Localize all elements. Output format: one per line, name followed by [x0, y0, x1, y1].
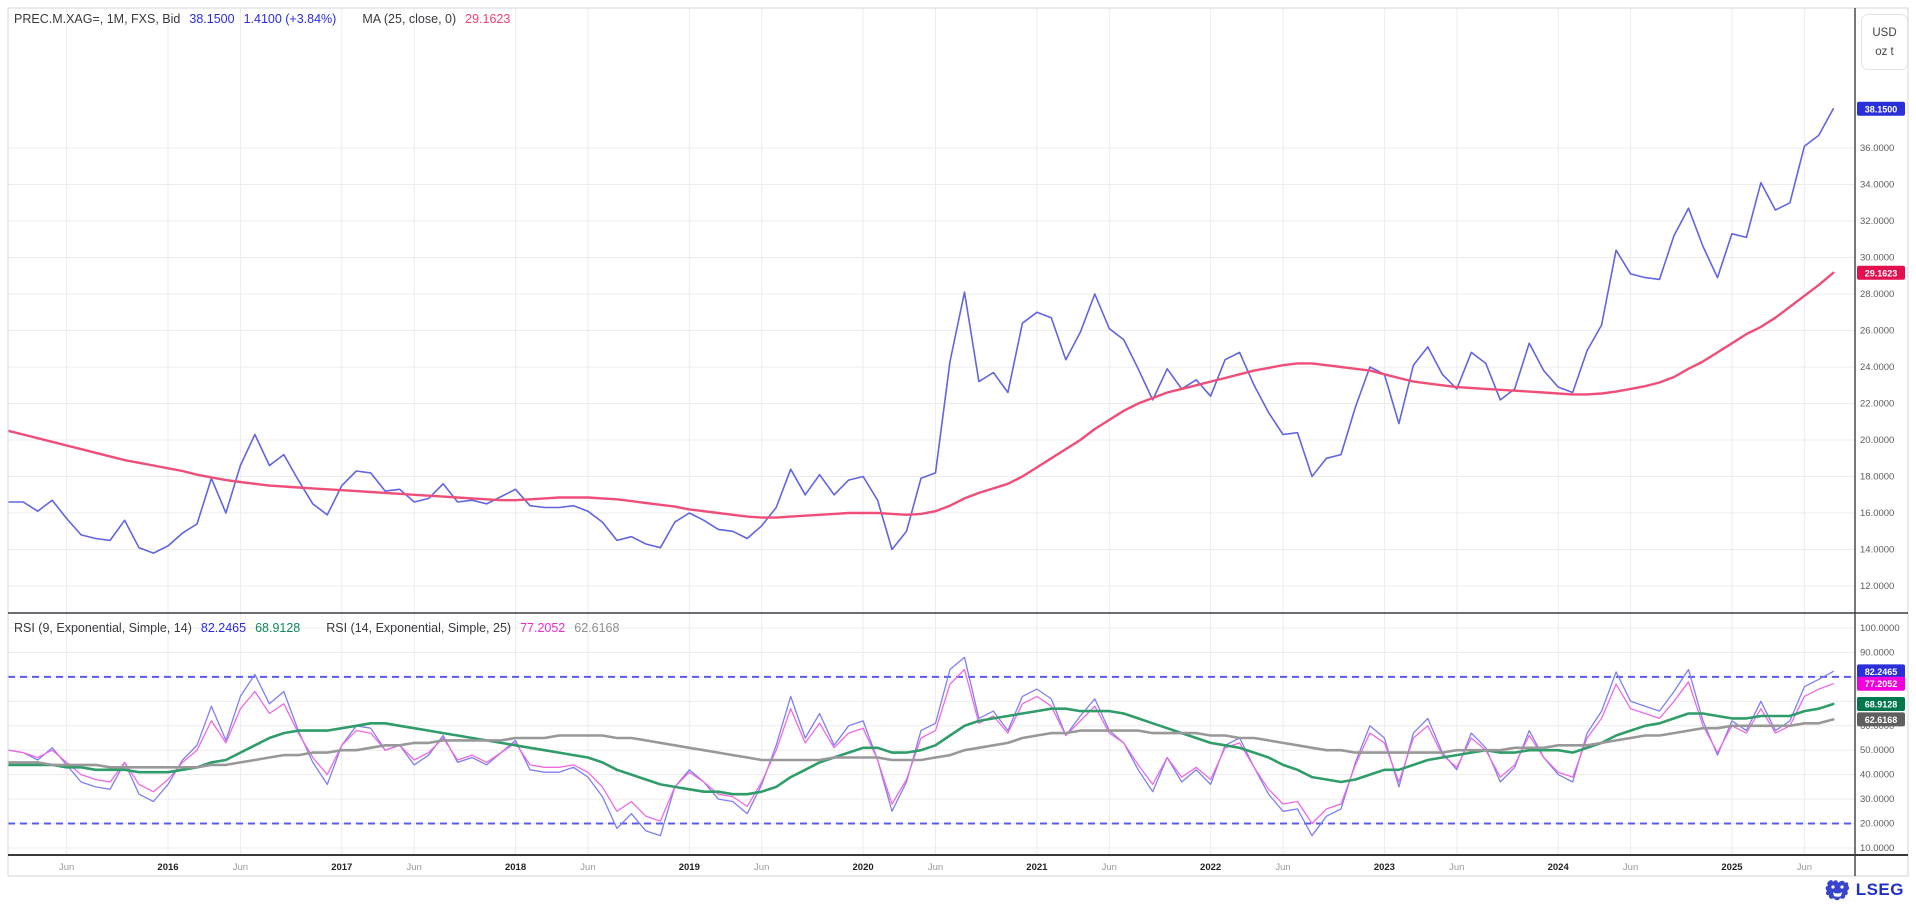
ma-value: 29.1623 — [465, 12, 511, 26]
x-axis-month-label[interactable]: Jun — [1449, 862, 1464, 873]
price-axis-tick: 20.0000 — [1860, 435, 1894, 446]
rsi-axis-tick: 20.0000 — [1860, 819, 1894, 830]
rsi-axis-badge — [1857, 696, 1905, 711]
ma-25-close-0--line — [7, 271, 1835, 519]
price-axis-tick: 34.0000 — [1860, 180, 1894, 191]
rsi-axis-badge — [1857, 712, 1905, 727]
axis-unit-box[interactable]: USD oz t — [1861, 14, 1908, 70]
xag-usd-bid-line — [7, 108, 1835, 554]
lseg-brand-text: LSEG — [1855, 880, 1904, 899]
x-axis-month-label[interactable]: Jun — [580, 862, 595, 873]
x-axis-year-label[interactable]: 2018 — [505, 862, 526, 873]
price-axis-tick: 30.0000 — [1860, 253, 1894, 264]
x-axis-month-label[interactable]: Jun — [407, 862, 422, 873]
price-axis-tick: 18.0000 — [1860, 472, 1894, 483]
instrument-label[interactable]: PREC.M.XAG=, 1M, FXS, Bid — [14, 12, 181, 26]
simple-ma-14-of-rsi-9--line — [7, 702, 1835, 796]
x-axis-month-label[interactable]: Jun — [1102, 862, 1117, 873]
rsi9-indicator-label[interactable]: RSI (9, Exponential, Simple, 14) — [14, 621, 192, 635]
rsi-9-exponential--line — [8, 656, 1834, 837]
axis-badge-value: 29.1623 — [1865, 268, 1898, 278]
price-axis-tick: 12.0000 — [1860, 581, 1894, 592]
x-axis-month-label[interactable]: Jun — [928, 862, 943, 873]
rsi-axis-badge — [1857, 664, 1905, 679]
rsi-axis-tick: 100.0000 — [1860, 623, 1900, 634]
rsi-14-exponential--line — [8, 668, 1834, 825]
rsi-axis-tick: 50.0000 — [1860, 745, 1894, 756]
x-axis-month-label[interactable]: Jun — [233, 862, 248, 873]
x-axis-year-label[interactable]: 2021 — [1026, 862, 1048, 873]
price-axis-tick: 26.0000 — [1860, 326, 1894, 337]
price-axis-tick: 28.0000 — [1860, 289, 1894, 300]
price-axis-tick: 36.0000 — [1860, 143, 1894, 154]
x-axis-month-label[interactable]: Jun — [1275, 862, 1290, 873]
rsi9-value: 82.2465 — [200, 621, 247, 635]
price-axis-tick: 16.0000 — [1860, 508, 1894, 519]
axis-badge-value: 68.9128 — [1865, 699, 1898, 709]
x-axis-month-label[interactable]: Jun — [754, 862, 769, 873]
x-axis-year-label[interactable]: 2017 — [331, 862, 352, 873]
x-axis-year-label[interactable]: 2016 — [157, 862, 178, 873]
rsi-axis-tick: 40.0000 — [1860, 770, 1894, 781]
rsi14-value: 77.2052 — [520, 621, 566, 635]
rsi-pane-legend: RSI (9, Exponential, Simple, 14) 82.2465… — [14, 621, 619, 635]
price-axis-badge — [1857, 265, 1905, 280]
x-axis-year-label[interactable]: 2023 — [1374, 862, 1395, 873]
lseg-crest-icon — [1825, 880, 1849, 901]
rsi14-signal-value: 62.6168 — [574, 621, 620, 635]
ma-indicator-label[interactable]: MA (25, close, 0) — [362, 12, 457, 26]
price-change-value: 1.4100 (+3.84%) — [243, 12, 337, 26]
price-pane-legend: PREC.M.XAG=, 1M, FXS, Bid 38.1500 1.4100… — [14, 12, 510, 26]
axis-unit-measure: oz t — [1875, 45, 1894, 58]
x-axis-year-label[interactable]: 2025 — [1721, 862, 1743, 873]
x-axis-month-label[interactable]: Jun — [1623, 862, 1638, 873]
x-axis-month-label[interactable]: Jun — [59, 862, 74, 873]
price-axis-tick: 14.0000 — [1860, 545, 1894, 556]
axis-unit-currency: USD — [1872, 26, 1897, 39]
rsi-axis-tick: 90.0000 — [1860, 647, 1894, 658]
price-axis-tick: 32.0000 — [1860, 216, 1894, 227]
x-axis-year-label[interactable]: 2022 — [1200, 862, 1221, 873]
axis-badge-value: 82.2465 — [1865, 667, 1898, 677]
x-axis-year-label[interactable]: 2019 — [679, 862, 700, 873]
price-axis-tick: 24.0000 — [1860, 362, 1894, 373]
x-axis-month-label[interactable]: Jun — [1797, 862, 1812, 873]
axis-badge-value: 62.6168 — [1865, 715, 1898, 725]
x-axis-year-label[interactable]: 2024 — [1548, 862, 1570, 873]
x-axis-year-label[interactable]: 2020 — [853, 862, 874, 873]
axis-badge-value: 77.2052 — [1865, 679, 1898, 689]
rsi9-signal-value: 68.9128 — [255, 621, 301, 635]
last-price-value: 38.1500 — [189, 12, 235, 26]
price-axis-tick: 22.0000 — [1860, 399, 1894, 410]
rsi-axis-tick: 10.0000 — [1860, 843, 1894, 854]
rsi14-indicator-label[interactable]: RSI (14, Exponential, Simple, 25) — [326, 621, 512, 635]
rsi-axis-tick: 30.0000 — [1860, 794, 1894, 805]
price-axis-badge — [1857, 101, 1905, 116]
chart-frame-border — [7, 7, 1909, 877]
lseg-logo: LSEG — [1825, 877, 1904, 903]
axis-badge-value: 38.1500 — [1865, 104, 1898, 114]
rsi-axis-badge — [1857, 676, 1905, 691]
simple-ma-25-of-rsi-14--line — [7, 718, 1835, 769]
